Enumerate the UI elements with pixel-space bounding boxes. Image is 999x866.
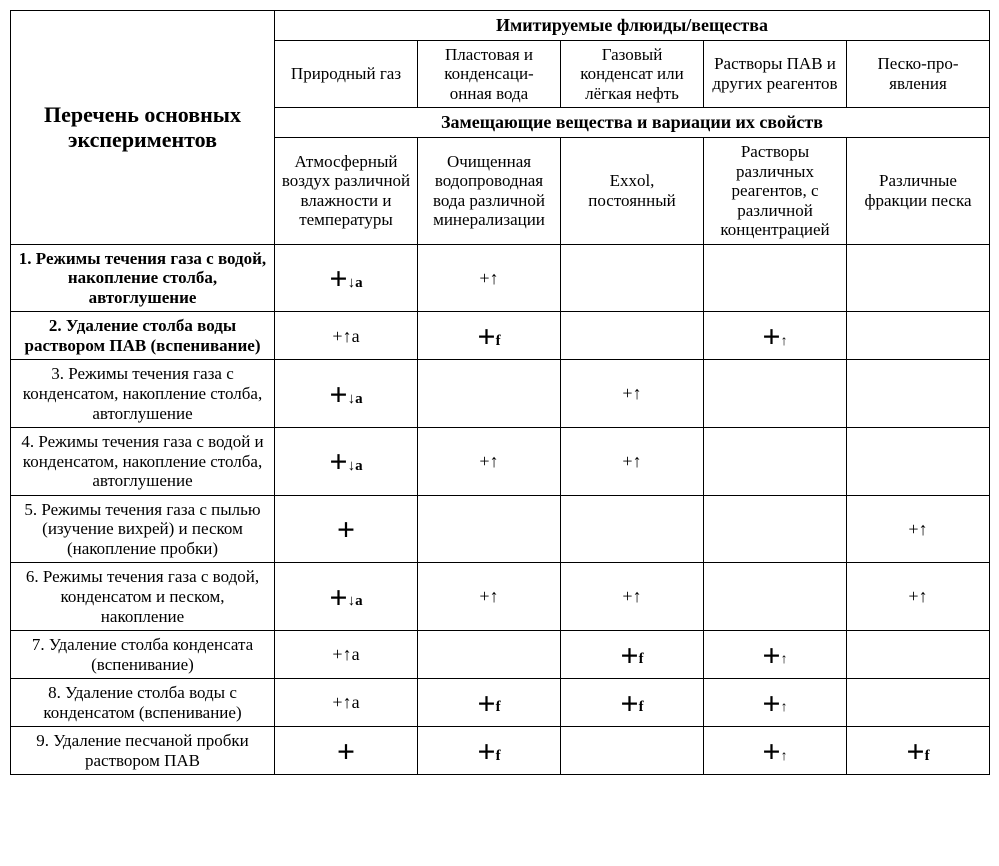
cell [418,631,561,679]
cell [704,495,847,563]
row-label: 4. Режимы течения газа с водой и конденс… [11,428,275,496]
cell: +f [561,631,704,679]
cell: +↑ [704,727,847,775]
col-header: Пластовая и конденсаци-онная вода [418,40,561,108]
cell: +↑ [704,631,847,679]
cell [418,360,561,428]
cell [847,428,990,496]
cell: +↓a [275,428,418,496]
cell [847,244,990,312]
row-label: 3. Режимы течения газа с конденсатом, на… [11,360,275,428]
cell: +f [561,679,704,727]
cell: +↑ [418,428,561,496]
cell: +↑ [561,360,704,428]
col-header: Очищенная водопроводная вода различной м… [418,138,561,245]
cell [561,312,704,360]
cell: + [275,727,418,775]
cell: +f [847,727,990,775]
row-label: 9. Удаление песчаной пробки раствором ПА… [11,727,275,775]
cell: +↑ [704,312,847,360]
col-header: Песко-про-явления [847,40,990,108]
cell [847,360,990,428]
cell: +↓a [275,360,418,428]
row-label: 7. Удаление столба конденсата (вспениван… [11,631,275,679]
cell [418,495,561,563]
col-header: Растворы различных реагентов, с различно… [704,138,847,245]
cell: +f [418,727,561,775]
row-label: 2. Удаление столба воды раствором ПАВ (в… [11,312,275,360]
cell: + [275,495,418,563]
cell [704,360,847,428]
cell [561,244,704,312]
cell [704,428,847,496]
cell: +↓a [275,244,418,312]
col-header: Природный газ [275,40,418,108]
col-header: Атмосферный воздух различной влажности и… [275,138,418,245]
cell [561,495,704,563]
cell: +↑a [275,312,418,360]
col-header: Газовый конденсат или лёгкая нефть [561,40,704,108]
cell: +↑a [275,631,418,679]
cell [847,312,990,360]
cell: +f [418,679,561,727]
cell: +↑ [847,563,990,631]
cell: +↓a [275,563,418,631]
row-label: 6. Режимы течения газа с водой, конденса… [11,563,275,631]
row-label: 8. Удаление столба воды с конденсатом (в… [11,679,275,727]
col-header: Exxol, постоянный [561,138,704,245]
row-label: 1. Режимы течения газа с водой, накоплен… [11,244,275,312]
cell: +f [418,312,561,360]
cell: +↑ [561,563,704,631]
cell: +↑ [704,679,847,727]
group-header-2: Замещающие вещества и вариации их свойст… [275,108,990,138]
group-header-1: Имитируемые флюиды/вещества [275,11,990,41]
row-label: 5. Режимы течения газа с пылью (изучение… [11,495,275,563]
cell [704,563,847,631]
cell: +↑ [561,428,704,496]
cell [847,679,990,727]
col-header: Различные фракции песка [847,138,990,245]
main-title: Перечень основных экспериментов [11,11,275,245]
cell: +↑ [418,244,561,312]
experiments-table: Перечень основных экспериментов Имитируе… [10,10,990,775]
cell [704,244,847,312]
cell [847,631,990,679]
cell: +↑ [418,563,561,631]
cell [561,727,704,775]
col-header: Растворы ПАВ и других реагентов [704,40,847,108]
cell: +↑a [275,679,418,727]
cell: +↑ [847,495,990,563]
